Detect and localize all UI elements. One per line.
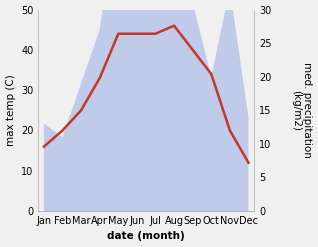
Y-axis label: med. precipitation
(kg/m2): med. precipitation (kg/m2) — [291, 62, 313, 158]
X-axis label: date (month): date (month) — [107, 231, 185, 242]
Y-axis label: max temp (C): max temp (C) — [5, 74, 16, 146]
